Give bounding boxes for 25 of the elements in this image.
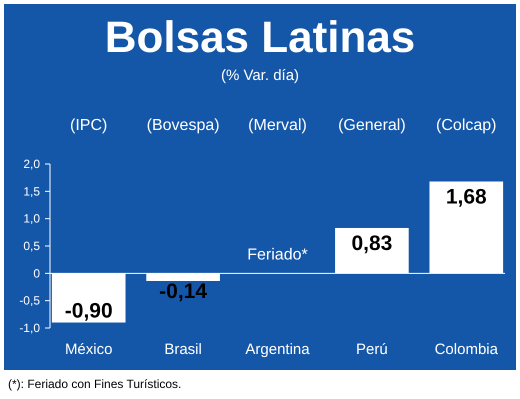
x-tick-label: México — [64, 341, 112, 358]
text: (Bovespa) — [146, 117, 220, 134]
y-tick-label: -0,5 — [19, 294, 40, 308]
data-label: -0,14 — [159, 280, 208, 303]
data-label: -0,90 — [64, 300, 113, 323]
y-tick-label: 0,5 — [23, 239, 40, 253]
x-tick-label: Perú — [356, 341, 388, 358]
data-label: 0,83 — [351, 232, 392, 255]
y-tick-label: 1,5 — [23, 184, 40, 198]
text: (Merval) — [248, 117, 307, 134]
annotation: Feriado* — [247, 246, 308, 264]
y-tick-label: 2,0 — [23, 157, 40, 171]
text: (*): Feriado con Fines Turísticos. — [8, 377, 182, 391]
text: (IPC) — [70, 117, 108, 134]
chart-subtitle: (% Var. día) — [220, 67, 300, 84]
y-tick-label: 1,0 — [23, 212, 40, 226]
text: (Colcap) — [436, 117, 497, 134]
x-tick-label: Colombia — [434, 341, 499, 358]
y-tick-label: -1,0 — [19, 321, 40, 335]
x-tick-label: Brasil — [164, 341, 202, 358]
x-tick-label: Argentina — [245, 341, 310, 358]
y-tick-label: 0 — [33, 266, 40, 280]
chart-title: Bolsas Latinas — [104, 13, 416, 62]
data-label: 1,68 — [446, 185, 488, 208]
text: (General) — [338, 117, 406, 134]
